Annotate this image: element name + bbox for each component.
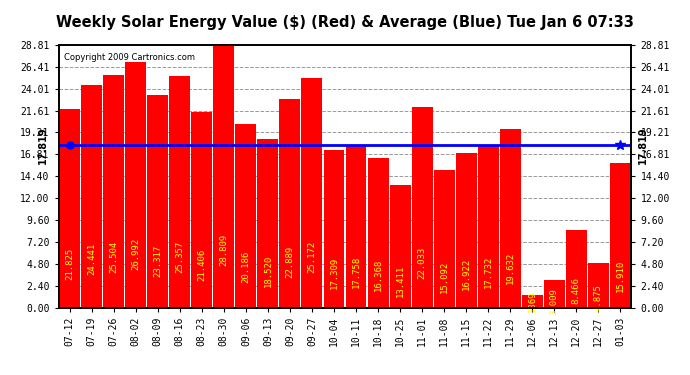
Bar [302,78,322,308]
Bar [235,124,257,308]
Text: 17.819: 17.819 [38,126,48,164]
Text: 13.411: 13.411 [395,264,404,297]
Bar [477,146,499,308]
Text: 16.922: 16.922 [462,258,471,290]
Bar [257,139,278,308]
Text: 15.092: 15.092 [440,261,449,293]
Text: 25.504: 25.504 [109,240,118,273]
Bar [191,112,213,308]
Bar [81,85,102,308]
Bar [390,185,411,308]
Bar [544,280,564,308]
Bar [213,45,235,308]
Text: 21.406: 21.406 [197,249,206,281]
Text: Copyright 2009 Cartronics.com: Copyright 2009 Cartronics.com [64,53,195,62]
Text: 24.441: 24.441 [87,242,96,274]
Bar [147,95,168,308]
Bar [588,263,609,308]
Text: 15.910: 15.910 [616,260,625,292]
Text: 25.172: 25.172 [308,241,317,273]
Bar [522,295,543,307]
Text: 23.317: 23.317 [153,244,162,277]
Text: 17.758: 17.758 [351,256,360,288]
Text: 25.357: 25.357 [175,240,184,273]
Bar [610,162,631,308]
Text: 20.186: 20.186 [241,251,250,283]
Text: 8.466: 8.466 [572,277,581,304]
Bar [368,158,388,308]
Text: 4.875: 4.875 [594,284,603,311]
Bar [324,150,344,308]
Bar [169,76,190,308]
Text: 26.992: 26.992 [131,237,140,270]
Text: 22.033: 22.033 [417,247,426,279]
Text: 16.368: 16.368 [373,259,382,291]
Text: 22.889: 22.889 [286,246,295,278]
Bar [279,99,300,308]
Text: 17.732: 17.732 [484,256,493,288]
Text: Weekly Solar Energy Value ($) (Red) & Average (Blue) Tue Jan 6 07:33: Weekly Solar Energy Value ($) (Red) & Av… [56,15,634,30]
Bar [104,75,124,307]
Text: 1369: 1369 [528,291,537,312]
Bar [566,230,586,308]
Text: 19.632: 19.632 [506,252,515,284]
Text: 18.520: 18.520 [264,254,273,286]
Text: 3.009: 3.009 [550,288,559,315]
Bar [126,62,146,308]
Bar [59,109,80,308]
Bar [346,146,366,308]
Bar [500,129,521,308]
Text: 17.819: 17.819 [638,126,648,164]
Bar [412,107,433,307]
Text: 28.809: 28.809 [219,234,228,266]
Bar [455,153,477,308]
Text: 17.309: 17.309 [330,256,339,289]
Bar [433,170,455,308]
Text: 21.825: 21.825 [65,248,74,280]
